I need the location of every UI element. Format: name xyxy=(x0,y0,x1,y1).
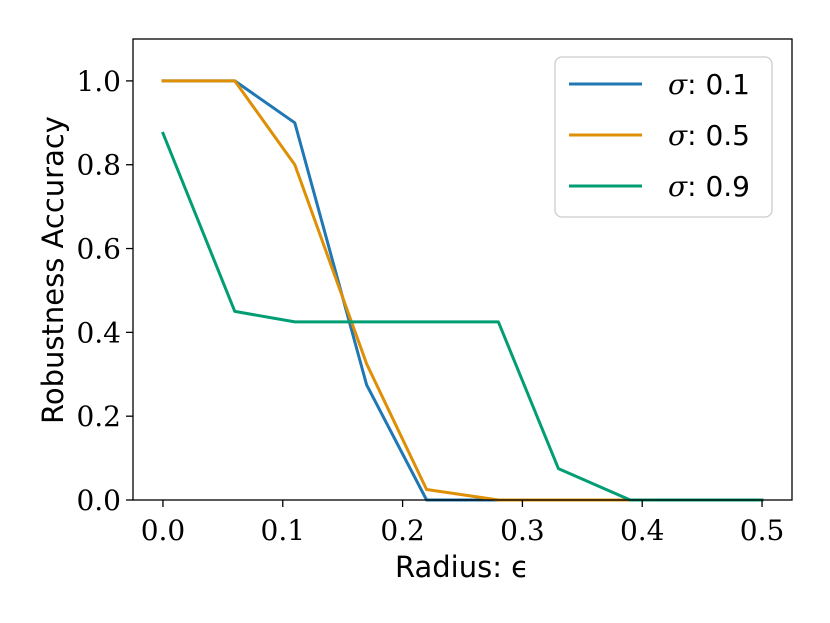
y-axis-ticks: 0.0 0.2 0.4 0.6 0.8 1.0 xyxy=(76,65,133,517)
x-axis-label: Radius: ϵ xyxy=(395,550,529,584)
y-axis-label: Robustness Accuracy xyxy=(36,116,70,424)
y-tick-label: 0.2 xyxy=(76,400,121,433)
legend-label-3: σ: 0.9 xyxy=(668,170,750,203)
x-tick-label: 0.5 xyxy=(740,514,785,547)
legend: σ: 0.1σ: 0.5σ: 0.9 xyxy=(554,56,773,218)
legend-value: : 0.9 xyxy=(687,170,750,203)
y-tick-label: 0.6 xyxy=(76,233,121,266)
y-tick-label: 0.8 xyxy=(76,149,121,182)
legend-sigma-symbol: σ xyxy=(668,119,688,152)
y-tick-label: 0.4 xyxy=(76,316,121,349)
legend-sigma-symbol: σ xyxy=(668,68,688,101)
legend-label-2: σ: 0.5 xyxy=(668,119,750,152)
legend-label-1: σ: 0.1 xyxy=(668,68,750,101)
x-tick-label: 0.0 xyxy=(141,514,186,547)
legend-sigma-symbol: σ xyxy=(668,170,688,203)
y-tick-label: 1.0 xyxy=(76,65,121,98)
y-tick-label: 0.0 xyxy=(76,484,121,517)
legend-items: σ: 0.1σ: 0.5σ: 0.9 xyxy=(569,68,750,203)
x-axis-ticks: 0.0 0.1 0.2 0.3 0.4 0.5 xyxy=(141,500,785,547)
legend-value: : 0.1 xyxy=(687,68,750,101)
x-tick-label: 0.3 xyxy=(500,514,545,547)
legend-value: : 0.5 xyxy=(687,119,750,152)
x-tick-label: 0.4 xyxy=(620,514,665,547)
plot-frame xyxy=(132,38,793,501)
x-tick-label: 0.2 xyxy=(380,514,425,547)
x-tick-label: 0.1 xyxy=(261,514,306,547)
legend-box xyxy=(554,56,773,218)
